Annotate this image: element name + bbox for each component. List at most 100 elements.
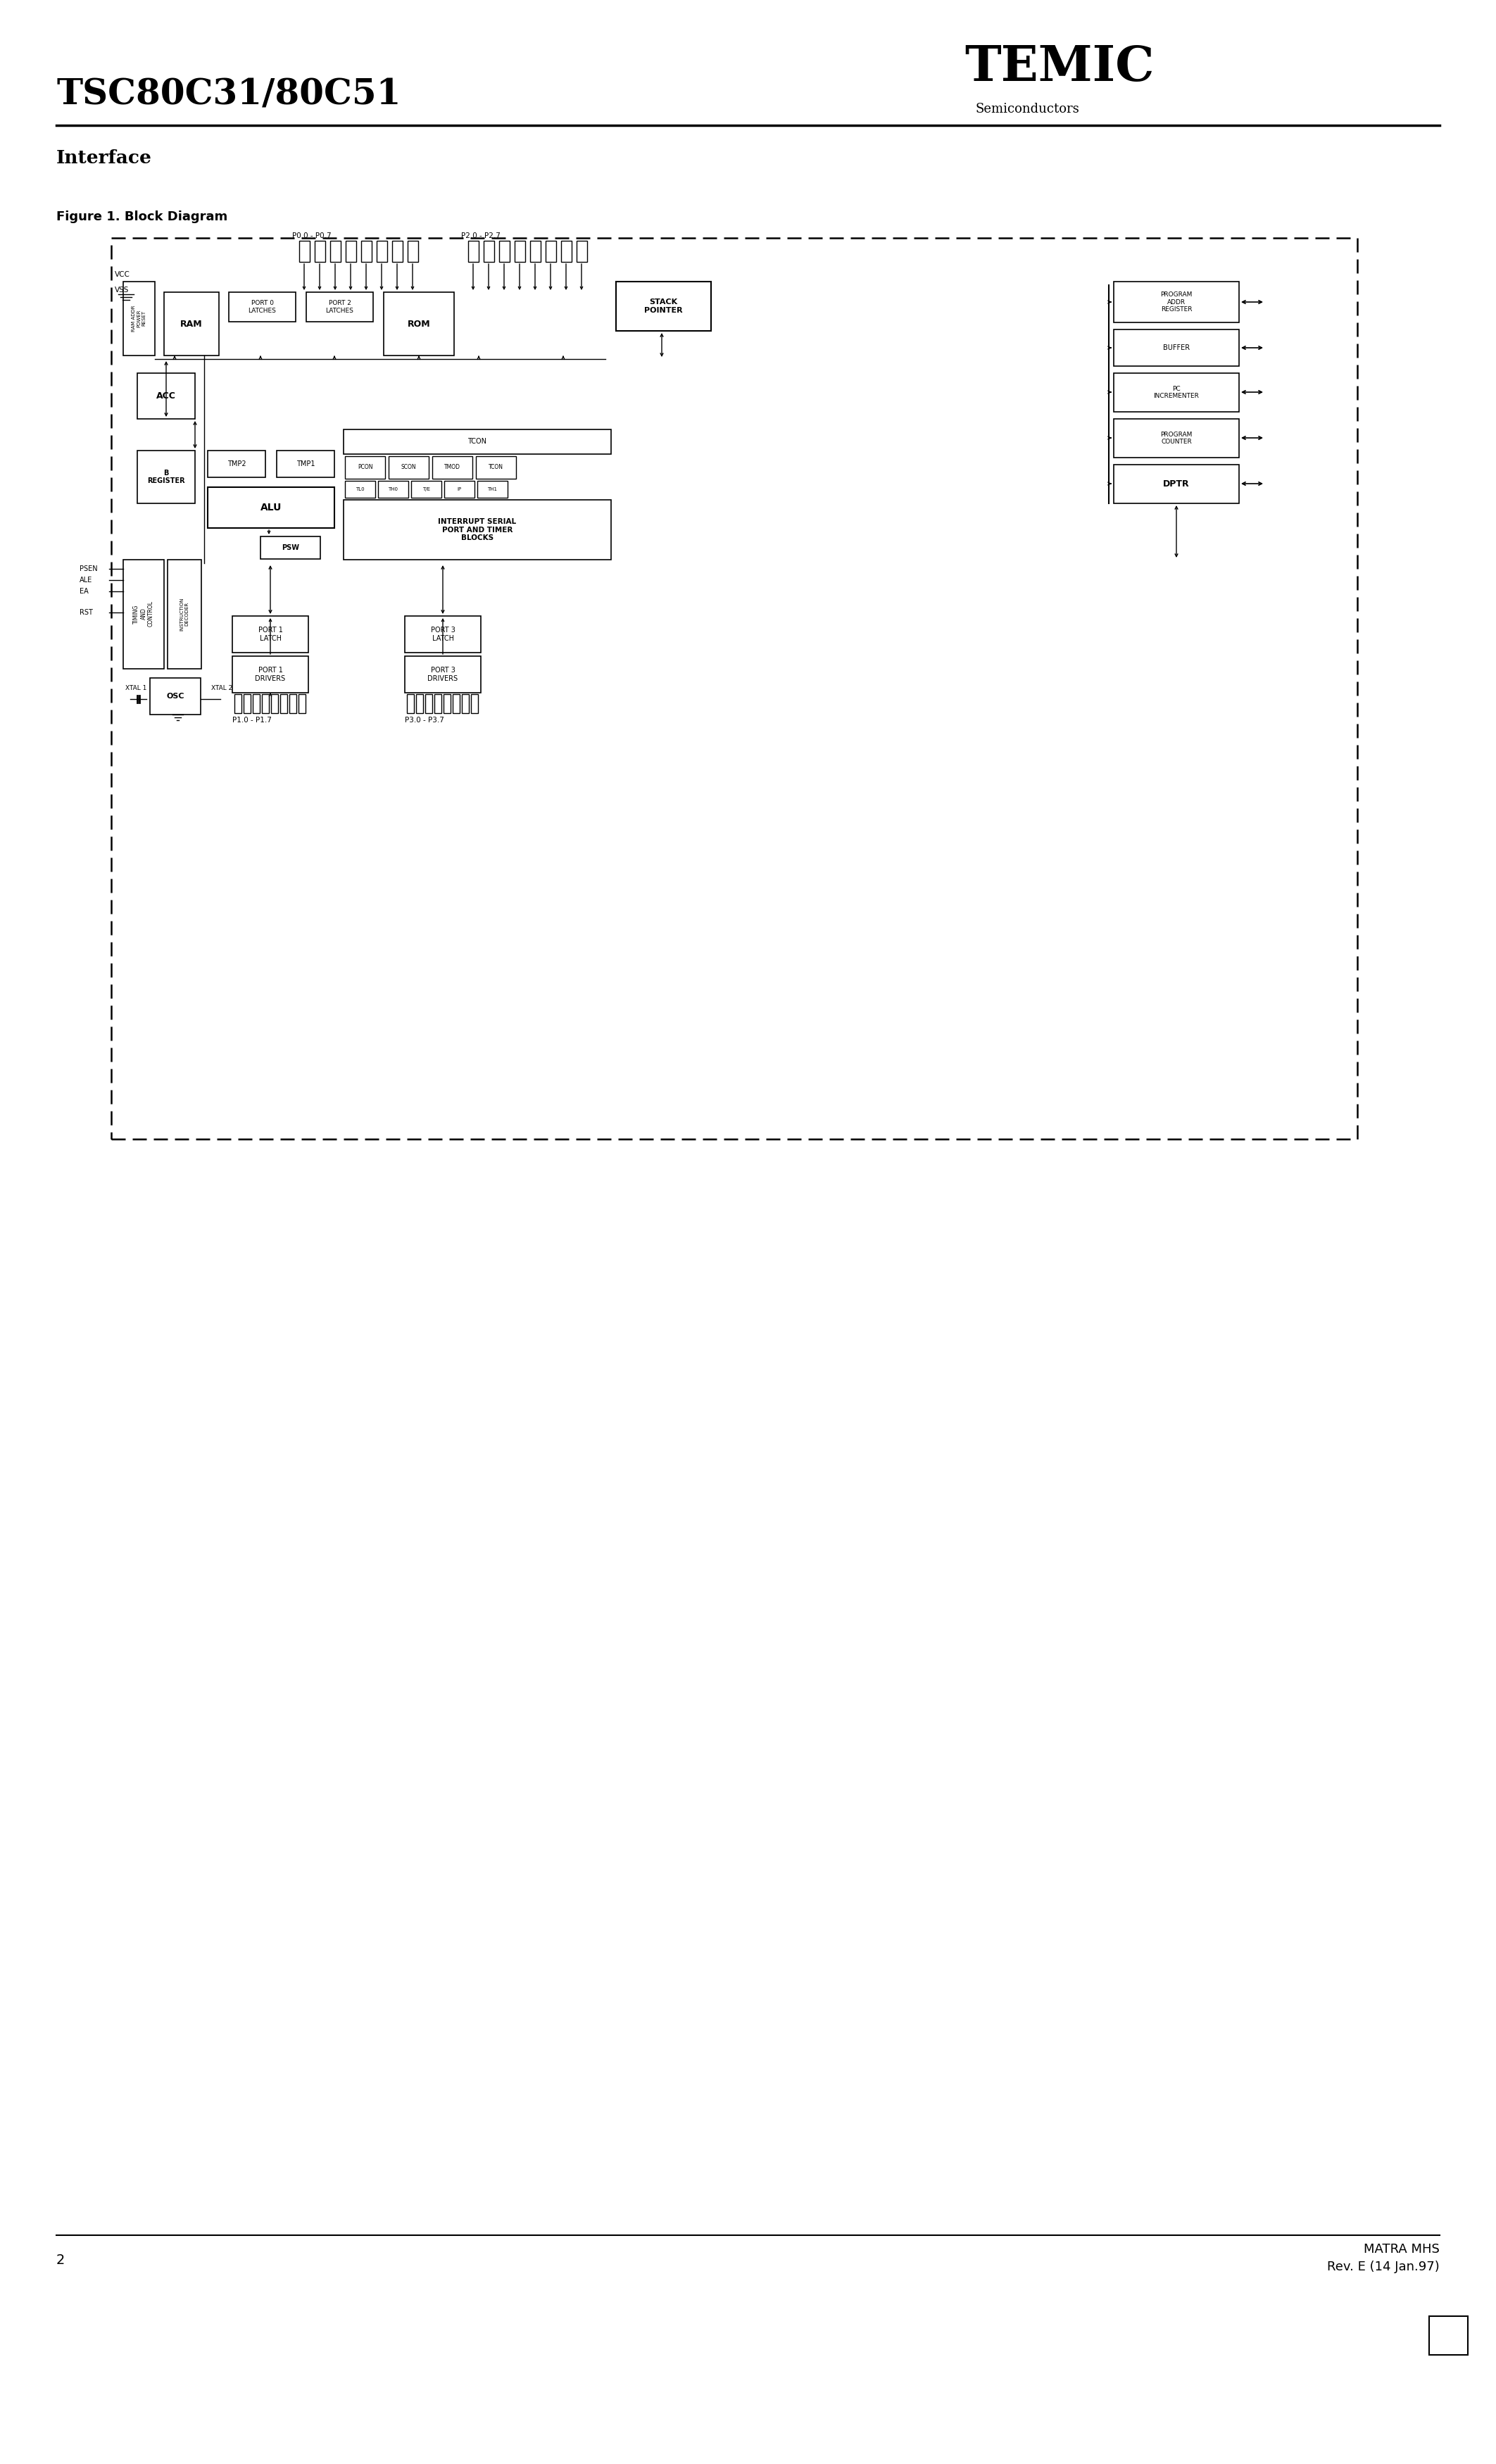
Bar (111, 239, 1357, 1138)
Bar (500, 241, 510, 261)
Text: XTAL 2: XTAL 2 (211, 685, 232, 692)
Text: TMP1: TMP1 (296, 461, 314, 468)
Bar (307, 293, 373, 323)
Bar (346, 480, 375, 498)
Bar (468, 241, 479, 261)
Bar (244, 695, 251, 712)
Bar (392, 241, 402, 261)
Bar (1113, 419, 1239, 458)
Bar (405, 616, 480, 653)
Bar (561, 241, 571, 261)
Bar (262, 695, 269, 712)
Bar (1113, 372, 1239, 411)
Text: Rev. E (14 Jan.97): Rev. E (14 Jan.97) (1327, 2259, 1439, 2274)
Text: TSC80C31/80C51: TSC80C31/80C51 (57, 79, 401, 113)
Text: TCON: TCON (489, 463, 503, 471)
Bar (229, 293, 296, 323)
Bar (150, 678, 200, 715)
Bar (1429, 2316, 1468, 2356)
Bar (123, 559, 165, 668)
Bar (260, 537, 320, 559)
Bar (299, 695, 305, 712)
Bar (280, 695, 287, 712)
Text: Semiconductors: Semiconductors (975, 103, 1079, 116)
Text: STACK
POINTER: STACK POINTER (645, 298, 682, 313)
Bar (235, 695, 241, 712)
Bar (208, 451, 265, 478)
Text: XTAL 1: XTAL 1 (126, 685, 147, 692)
Bar (208, 488, 335, 527)
Bar (1113, 281, 1239, 323)
Bar (477, 480, 507, 498)
Bar (462, 695, 468, 712)
Bar (331, 241, 341, 261)
Text: IP: IP (458, 488, 462, 490)
Text: EA: EA (79, 589, 88, 594)
Text: ALU: ALU (260, 503, 281, 513)
Bar (405, 655, 480, 692)
Bar (476, 456, 516, 478)
Text: BUFFER: BUFFER (1162, 345, 1189, 352)
Bar (378, 480, 408, 498)
Text: PORT 3
DRIVERS: PORT 3 DRIVERS (428, 668, 458, 683)
Text: TCON: TCON (468, 439, 486, 446)
Bar (123, 281, 156, 355)
Text: INTERRUPT SERIAL
PORT AND TIMER
BLOCKS: INTERRUPT SERIAL PORT AND TIMER BLOCKS (438, 517, 516, 542)
Bar (314, 241, 325, 261)
Bar (346, 241, 356, 261)
Text: PSEN: PSEN (79, 564, 97, 572)
Bar (616, 281, 711, 330)
Text: PCON: PCON (358, 463, 373, 471)
Bar (168, 559, 202, 668)
Text: TL0: TL0 (356, 488, 365, 490)
Text: PROGRAM
ADDR
REGISTER: PROGRAM ADDR REGISTER (1161, 291, 1192, 313)
Text: Figure 1. Block Diagram: Figure 1. Block Diagram (57, 209, 227, 224)
Text: VCC: VCC (115, 271, 130, 278)
Bar (483, 241, 494, 261)
Bar (576, 241, 586, 261)
Bar (471, 695, 479, 712)
Text: PROGRAM
COUNTER: PROGRAM COUNTER (1161, 431, 1192, 446)
Bar (253, 695, 260, 712)
Bar (546, 241, 557, 261)
Bar (344, 500, 610, 559)
Text: RAM ADDR
POWER
RESET: RAM ADDR POWER RESET (132, 306, 145, 330)
Text: Interface: Interface (57, 150, 153, 168)
Bar (444, 480, 474, 498)
Text: TIMING
AND
CONTROL: TIMING AND CONTROL (133, 601, 154, 626)
Text: P2.0 - P2.7: P2.0 - P2.7 (461, 232, 501, 239)
Bar (344, 429, 610, 453)
Text: PSW: PSW (281, 545, 299, 552)
Bar (432, 456, 473, 478)
Bar (1113, 330, 1239, 367)
Text: PORT 1
LATCH: PORT 1 LATCH (259, 626, 283, 643)
Text: MATRA MHS: MATRA MHS (1364, 2242, 1439, 2255)
Text: TH0: TH0 (389, 488, 398, 490)
Bar (443, 695, 450, 712)
Bar (383, 293, 455, 355)
Bar (271, 695, 278, 712)
Text: VSS: VSS (115, 286, 129, 293)
Text: P1.0 - P1.7: P1.0 - P1.7 (232, 717, 272, 724)
Text: TEMIC: TEMIC (965, 44, 1155, 91)
Bar (425, 695, 432, 712)
Text: ROM: ROM (407, 320, 431, 328)
Bar (165, 293, 218, 355)
Text: RAM: RAM (181, 320, 202, 328)
Bar (407, 241, 419, 261)
Bar (453, 695, 459, 712)
Text: ACC: ACC (157, 392, 177, 402)
Bar (299, 241, 310, 261)
Text: ALE: ALE (79, 577, 93, 584)
Text: PORT 0
LATCHES: PORT 0 LATCHES (248, 301, 277, 313)
Text: PORT 2
LATCHES: PORT 2 LATCHES (326, 301, 353, 313)
Text: INSTRUCTION
DECODER: INSTRUCTION DECODER (180, 596, 188, 631)
Text: OSC: OSC (166, 692, 184, 700)
Bar (416, 695, 423, 712)
Text: 2: 2 (57, 2252, 64, 2267)
Bar (232, 655, 308, 692)
Bar (530, 241, 540, 261)
Text: TH1: TH1 (488, 488, 497, 490)
Text: TMP2: TMP2 (227, 461, 245, 468)
Text: DPTR: DPTR (1164, 480, 1189, 488)
